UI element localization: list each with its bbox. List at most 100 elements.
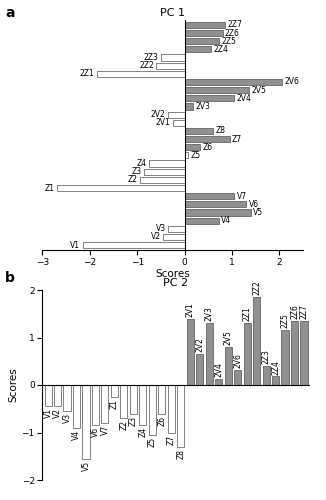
Text: V4: V4	[72, 430, 81, 440]
Text: Z7: Z7	[232, 134, 242, 143]
Text: Z4: Z4	[138, 428, 147, 438]
Text: a: a	[6, 6, 15, 20]
Bar	[185, 136, 230, 142]
Text: Z3: Z3	[129, 416, 138, 426]
Text: 2V3: 2V3	[196, 102, 210, 111]
Bar	[158, 385, 165, 414]
Bar	[185, 210, 251, 216]
Bar	[185, 38, 219, 44]
Text: 2Z5: 2Z5	[281, 314, 289, 328]
Text: 2V3: 2V3	[205, 306, 214, 322]
Bar	[57, 185, 185, 191]
Bar	[168, 385, 175, 432]
Text: 2Z4: 2Z4	[213, 45, 228, 54]
Bar	[64, 385, 71, 411]
Bar	[54, 385, 61, 406]
Bar	[291, 321, 298, 385]
Text: V2: V2	[151, 232, 161, 241]
Text: 2Z1: 2Z1	[243, 306, 252, 322]
Bar	[111, 385, 118, 397]
Text: 2V1: 2V1	[156, 118, 170, 128]
Bar	[139, 385, 146, 426]
Text: Z1: Z1	[110, 399, 119, 409]
Text: 2V5: 2V5	[251, 86, 266, 94]
Text: Z1: Z1	[44, 184, 54, 192]
Text: 2V4: 2V4	[237, 94, 252, 103]
Bar	[140, 177, 185, 183]
Bar	[73, 385, 80, 428]
Text: 2Z6: 2Z6	[225, 28, 240, 38]
Text: 2V1: 2V1	[186, 302, 195, 316]
Bar	[272, 376, 279, 385]
Text: Z2: Z2	[119, 420, 128, 430]
Bar	[234, 370, 241, 385]
Bar	[196, 354, 203, 385]
Text: 2Z7: 2Z7	[300, 304, 308, 319]
Bar	[185, 46, 211, 52]
Bar	[281, 330, 289, 385]
Bar	[185, 218, 219, 224]
Bar	[149, 160, 185, 166]
Text: V7: V7	[100, 425, 110, 435]
Bar	[262, 366, 270, 385]
Bar	[97, 71, 185, 77]
Bar	[82, 385, 90, 458]
Text: 2Z3: 2Z3	[261, 349, 271, 364]
Text: V2: V2	[53, 408, 62, 418]
Text: 2Z2: 2Z2	[252, 280, 261, 295]
Title: PC 1: PC 1	[160, 8, 185, 18]
Text: 2Z4: 2Z4	[271, 360, 280, 374]
Text: 2V5: 2V5	[224, 330, 233, 345]
Bar	[253, 297, 260, 385]
Bar	[130, 385, 137, 414]
Bar	[185, 87, 249, 93]
Bar	[185, 128, 213, 134]
Text: b: b	[5, 271, 15, 285]
Text: V4: V4	[221, 216, 231, 225]
Y-axis label: Scores: Scores	[9, 368, 19, 402]
Text: V7: V7	[237, 192, 247, 200]
Bar	[185, 144, 200, 150]
Text: V1: V1	[44, 408, 52, 418]
Text: V5: V5	[82, 460, 91, 470]
Text: 2Z1: 2Z1	[80, 70, 95, 78]
Text: Z6: Z6	[202, 142, 212, 152]
Text: Z7: Z7	[167, 434, 176, 444]
Bar	[163, 234, 185, 240]
Bar	[185, 104, 193, 110]
Text: 2Z5: 2Z5	[221, 36, 236, 46]
Bar	[149, 385, 156, 435]
Text: 2V4: 2V4	[214, 362, 223, 378]
Text: Z3: Z3	[132, 167, 142, 176]
Text: V6: V6	[91, 428, 100, 438]
Text: V3: V3	[156, 224, 166, 234]
Bar	[161, 54, 185, 60]
Text: Z8: Z8	[215, 126, 226, 136]
Bar	[168, 112, 185, 117]
Text: Z8: Z8	[176, 448, 185, 458]
Bar	[83, 242, 185, 248]
Text: 2Z6: 2Z6	[290, 304, 299, 319]
Bar	[185, 79, 282, 85]
Bar	[101, 385, 109, 423]
Bar	[215, 380, 222, 385]
Bar	[156, 62, 185, 68]
X-axis label: Scores: Scores	[156, 270, 190, 280]
Bar	[177, 385, 184, 447]
Title: PC 2: PC 2	[163, 278, 189, 288]
Text: Z6: Z6	[157, 416, 166, 426]
Bar	[168, 226, 185, 232]
Text: 2Z2: 2Z2	[139, 61, 154, 70]
Bar	[185, 30, 223, 36]
Bar	[92, 385, 99, 426]
Text: V3: V3	[63, 413, 71, 423]
Bar	[120, 385, 127, 418]
Bar	[206, 324, 213, 385]
Text: 2V2: 2V2	[195, 338, 204, 352]
Text: V6: V6	[249, 200, 259, 209]
Bar	[173, 120, 185, 126]
Bar	[144, 168, 185, 175]
Text: 2Z7: 2Z7	[227, 20, 242, 30]
Text: 2V2: 2V2	[151, 110, 166, 119]
Text: 2V6: 2V6	[233, 353, 242, 368]
